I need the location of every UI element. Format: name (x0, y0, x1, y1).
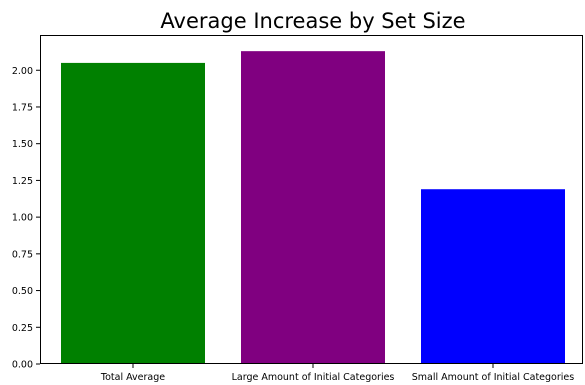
y-tick-label: 2.00 (12, 66, 33, 77)
bars-group (61, 51, 565, 364)
bar-3 (421, 189, 565, 364)
y-tick-label: 1.25 (12, 176, 33, 187)
x-category-label: Large Amount of Initial Categories (232, 372, 395, 383)
y-tick-label: 1.00 (12, 213, 33, 224)
y-tick-label: 0.25 (12, 323, 33, 334)
bar-1 (61, 62, 205, 364)
chart-title: Average Increase by Set Size (160, 9, 465, 33)
y-tick-label: 0.75 (12, 249, 33, 260)
x-category-label: Small Amount of Initial Categories (412, 372, 574, 383)
plot-frame (40, 35, 583, 364)
y-tick-label: 1.50 (12, 139, 33, 150)
y-tick-label: 1.75 (12, 102, 33, 113)
bar-2 (241, 51, 385, 364)
x-axis: Total Average Large Amount of Initial Cat… (100, 364, 574, 383)
y-tick-label: 0.00 (12, 360, 33, 371)
y-tick-label: 0.50 (12, 286, 33, 297)
y-axis: 0.00 0.25 0.50 0.75 1.00 1.25 1.50 1.75 2.00 (12, 66, 40, 371)
x-category-label: Total Average (100, 372, 165, 383)
